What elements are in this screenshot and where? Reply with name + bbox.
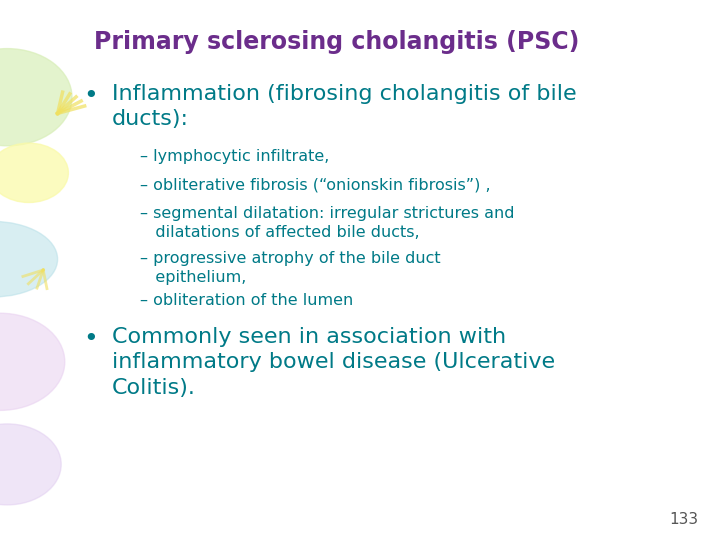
Text: Commonly seen in association with
inflammatory bowel disease (Ulcerative
Colitis: Commonly seen in association with inflam… <box>112 327 554 398</box>
Ellipse shape <box>0 313 65 410</box>
Text: 133: 133 <box>670 511 698 526</box>
Ellipse shape <box>0 49 72 146</box>
Ellipse shape <box>0 143 68 202</box>
Text: •: • <box>83 84 97 107</box>
Ellipse shape <box>0 221 58 297</box>
Text: Primary sclerosing cholangitis (PSC): Primary sclerosing cholangitis (PSC) <box>94 30 579 53</box>
Text: – segmental dilatation: irregular strictures and
   dilatations of affected bile: – segmental dilatation: irregular strict… <box>140 206 515 240</box>
Text: – progressive atrophy of the bile duct
   epithelium,: – progressive atrophy of the bile duct e… <box>140 251 441 285</box>
Text: – lymphocytic infiltrate,: – lymphocytic infiltrate, <box>140 148 330 164</box>
Text: Inflammation (fibrosing cholangitis of bile
ducts):: Inflammation (fibrosing cholangitis of b… <box>112 84 576 129</box>
Ellipse shape <box>0 424 61 505</box>
Text: – obliteration of the lumen: – obliteration of the lumen <box>140 293 354 308</box>
Text: – obliterative fibrosis (“onionskin fibrosis”) ,: – obliterative fibrosis (“onionskin fibr… <box>140 177 491 192</box>
Text: •: • <box>83 327 97 350</box>
